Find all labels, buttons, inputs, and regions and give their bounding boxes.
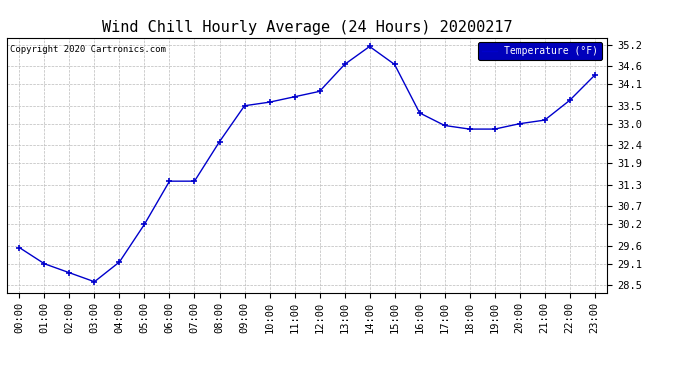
Text: Copyright 2020 Cartronics.com: Copyright 2020 Cartronics.com bbox=[10, 45, 166, 54]
Title: Wind Chill Hourly Average (24 Hours) 20200217: Wind Chill Hourly Average (24 Hours) 202… bbox=[101, 20, 513, 35]
Legend: Temperature (°F): Temperature (°F) bbox=[478, 42, 602, 60]
